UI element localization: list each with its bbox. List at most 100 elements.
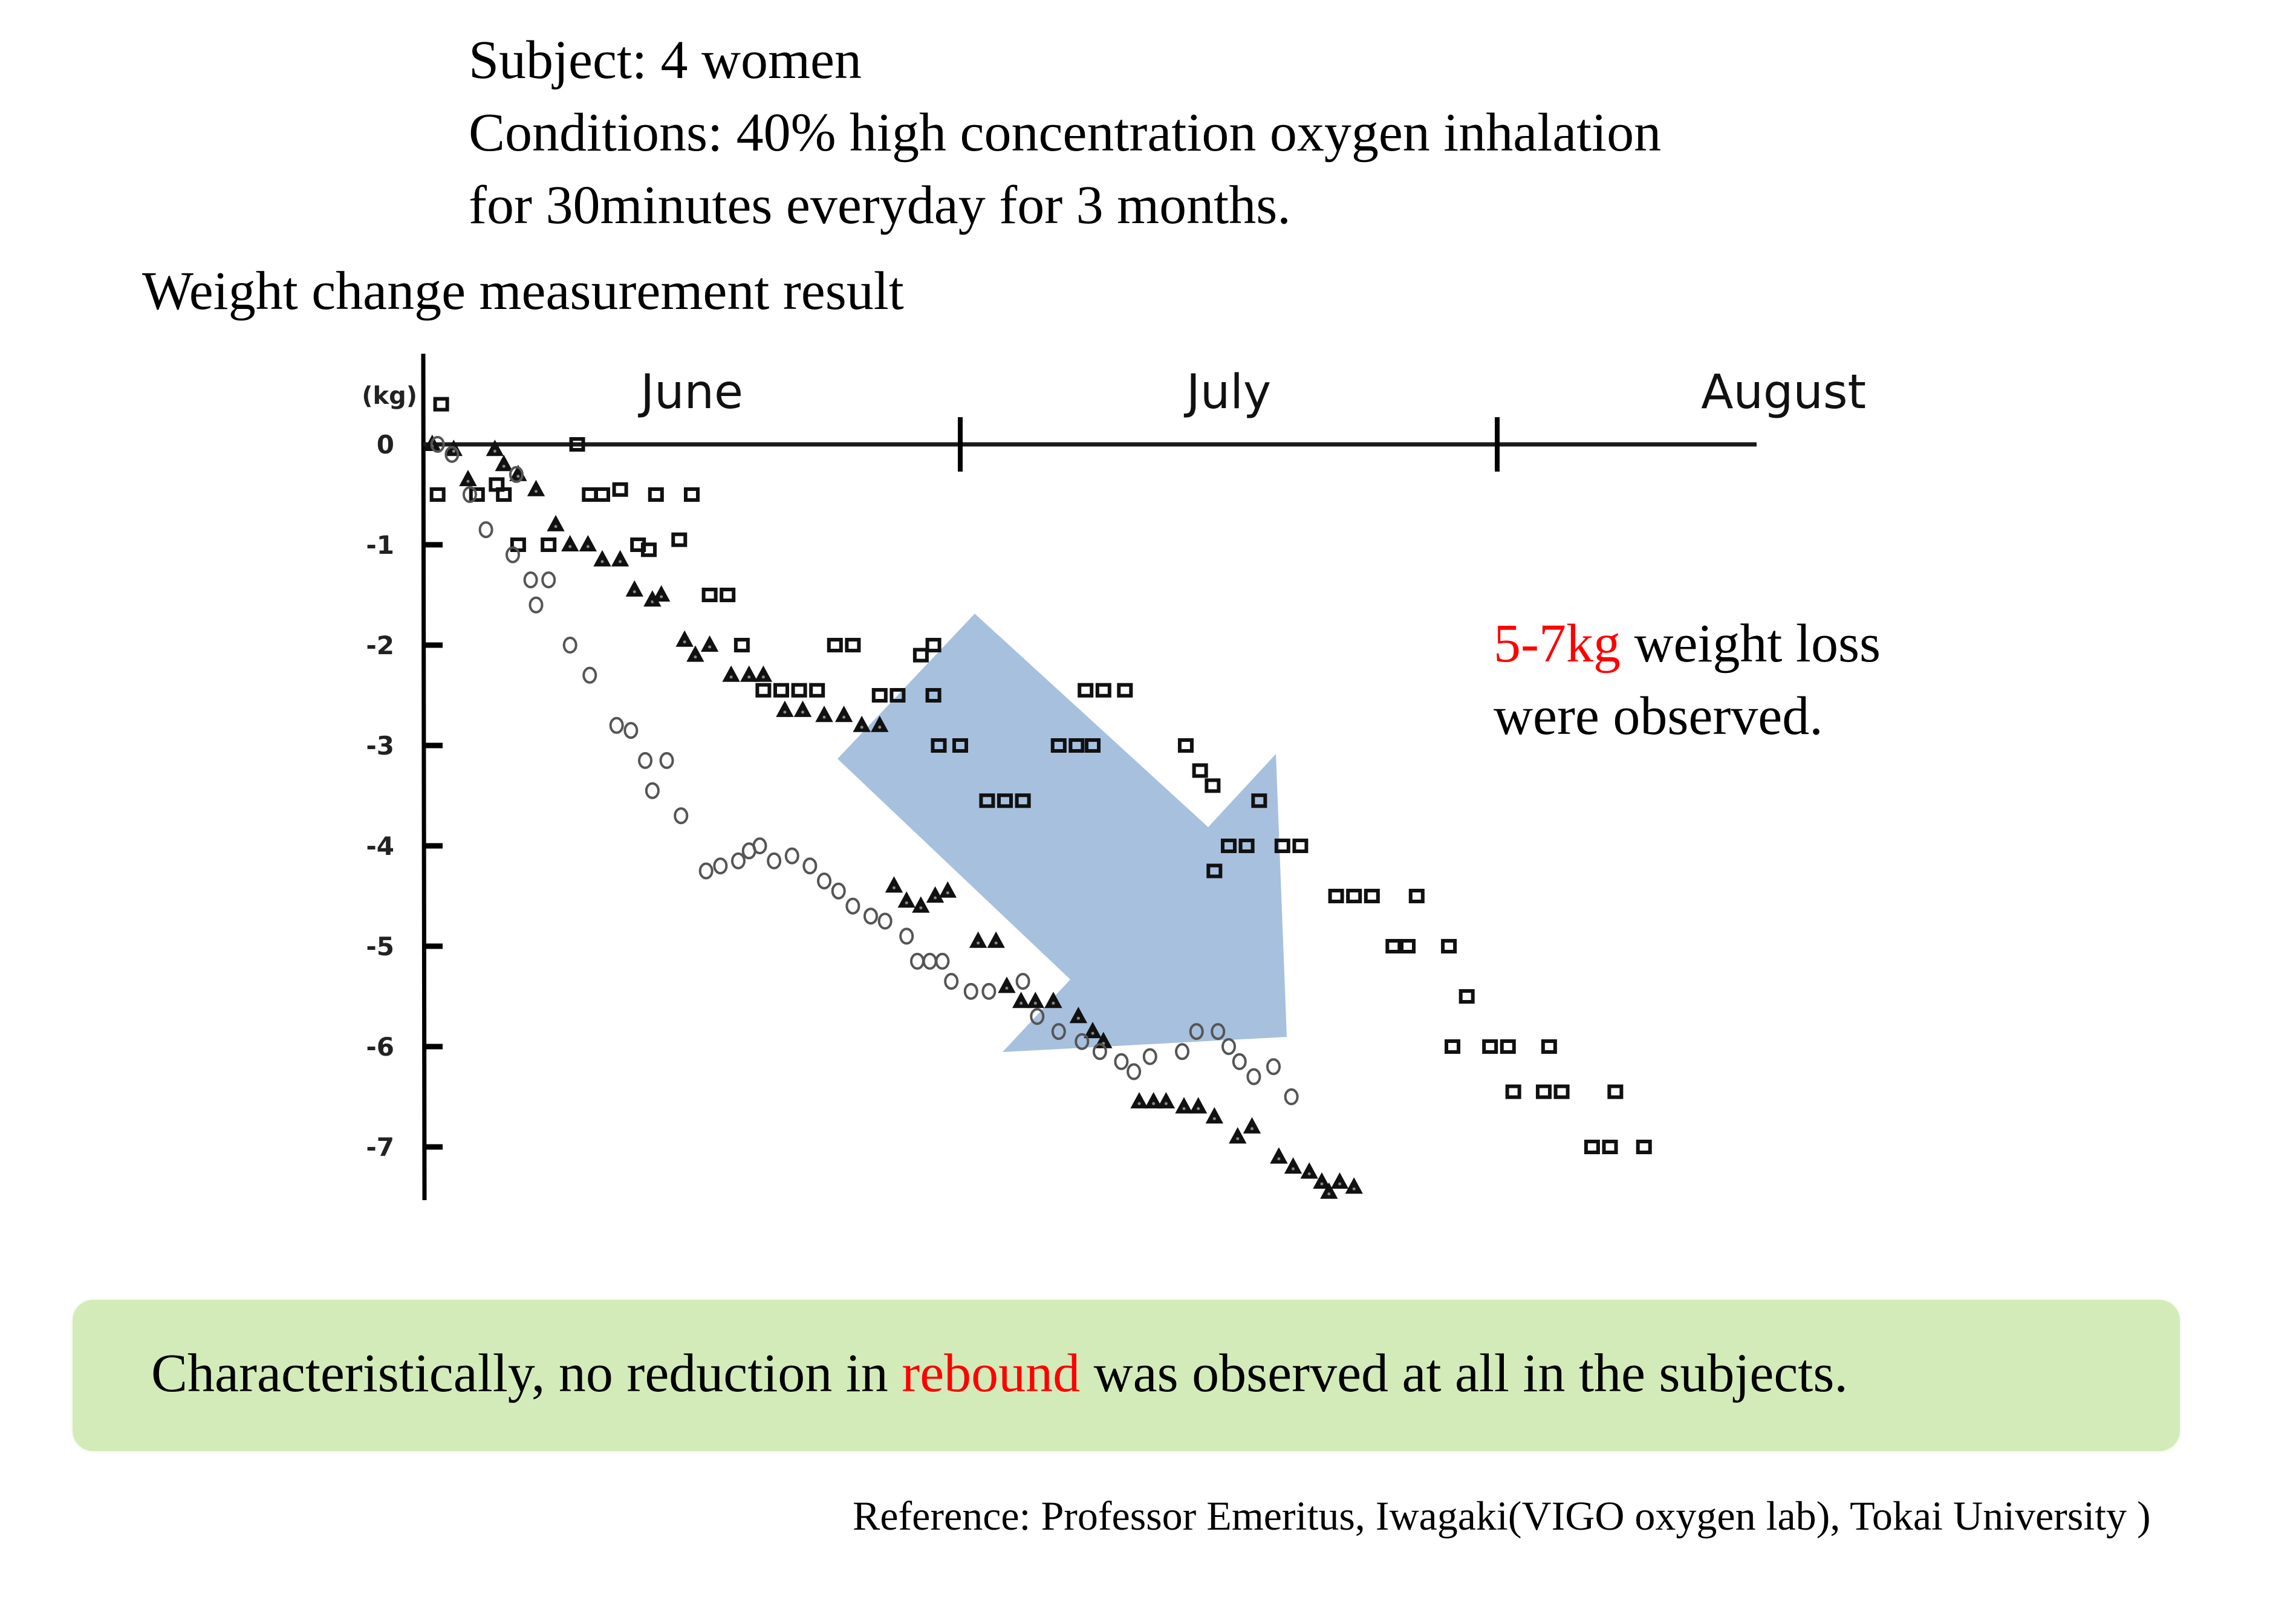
triangle-point-center [1091,1031,1094,1035]
circle-point [462,486,477,503]
circle-point [877,912,893,930]
square-point [1205,778,1221,793]
triangle-point-center [860,726,863,729]
series-square [429,397,1652,1154]
triangle-point-center [586,545,590,548]
circle-point [1030,1008,1045,1025]
square-point [1346,889,1362,903]
triangle-point [593,550,611,567]
square-point [979,793,995,808]
square-point [871,688,888,703]
circle-point [922,952,937,970]
triangle-point [495,455,513,472]
square-point [1408,889,1425,903]
triangle-point [722,665,740,682]
conditions-line: Conditions: 40% high concentration oxyge… [469,103,1662,163]
triangle-point [527,479,545,496]
triangle-point [1084,1022,1102,1039]
circle-point [528,596,544,614]
circle-point [935,952,950,970]
triangle-point-center [905,901,908,904]
trend-arrow-layer [837,614,1287,1052]
circle-point [713,857,728,875]
circle-point [899,927,914,945]
triangle-point [1012,992,1030,1008]
square-point [1541,1039,1557,1054]
triangle-point [1229,1127,1247,1144]
triangle-point-center [1137,1102,1141,1105]
square-point [594,487,610,502]
circle-point [863,908,878,925]
square-point [1400,939,1416,953]
square-point [912,648,929,663]
triangle-point-center [729,675,733,679]
circle-point [1142,1048,1157,1065]
square-point [1095,683,1111,698]
triangle-point [1284,1157,1302,1174]
square-point [827,638,843,652]
circle-point [730,852,746,869]
triangle-point-center [660,595,663,599]
triangle-point-center [1277,1157,1281,1161]
triangle-point-center [493,449,496,453]
triangle-point-center [1338,1182,1342,1186]
triangle-point [776,700,794,717]
circle-point [638,752,653,769]
square-point [1535,1084,1552,1099]
triangle-point [1313,1172,1331,1189]
circle-point [698,862,714,880]
duration-line: for 30minutes everyday for 3 months. [469,175,1291,235]
triangle-point-center [452,449,455,453]
circle-point [582,666,597,684]
square-point [701,588,718,602]
triangle-point [969,931,987,948]
triangle-point [998,976,1016,993]
triangle-point-center [878,726,882,729]
conclusion-text: Characteristically, no reduction in rebo… [151,1342,1848,1405]
circle-point [831,882,846,900]
square-point [1251,793,1267,808]
square-point [1602,1140,1618,1154]
square-point [469,487,485,502]
triangle-point [1205,1107,1223,1124]
square-point [1445,1039,1460,1054]
triangle-point [885,876,903,893]
circle-point [623,722,639,739]
square-point [1274,839,1290,853]
triangle-point [700,635,719,652]
square-point [1292,839,1309,853]
circle-point [802,857,818,875]
triangle-point [611,550,629,567]
square-point [1636,1140,1652,1154]
square-point [1221,839,1237,853]
triangle-point-center [761,675,765,679]
square-point [489,477,505,492]
triangle-point-center [600,560,604,563]
triangle-point [561,534,579,551]
circle-point [944,973,959,990]
square-point [809,683,825,698]
y-tick-label: -6 [366,1032,394,1062]
square-point [1459,989,1475,1004]
y-tick-label: 0 [377,430,394,460]
square-point [1050,738,1067,753]
square-point [773,683,789,698]
y-tick-label: -5 [366,932,394,961]
circle-point [1075,1033,1090,1050]
triangle-point-center [1292,1167,1295,1171]
weight-loss-highlight: 5-7kg [1494,614,1621,674]
triangle-point-center [568,545,572,548]
circle-point [523,571,538,589]
triangle-point [459,470,477,487]
circle-point [659,752,674,769]
circle-point [478,521,493,539]
trend-arrow [837,614,1287,1052]
square-point [952,738,968,753]
month-label-august: August [1701,365,1866,420]
circle-point [541,571,556,589]
triangle-point [1243,1117,1261,1134]
circle-point [674,807,689,825]
triangle-point [740,665,758,682]
series-circle [430,436,1299,1105]
triangle-point [1145,1092,1163,1109]
